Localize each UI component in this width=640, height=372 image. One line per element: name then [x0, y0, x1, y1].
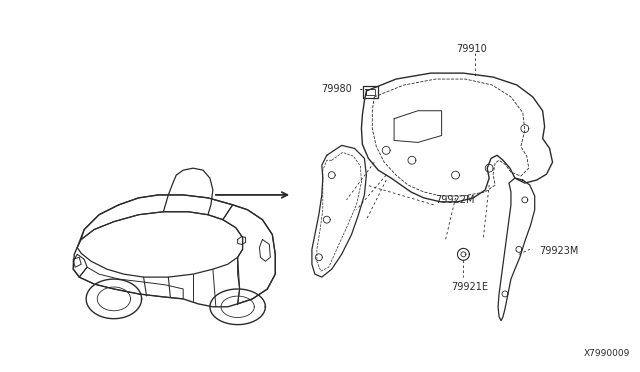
Text: 79910: 79910: [456, 44, 486, 54]
Text: 79980: 79980: [321, 84, 351, 94]
Text: X7990009: X7990009: [584, 349, 630, 358]
Text: 79923M: 79923M: [540, 246, 579, 256]
Text: 79922M: 79922M: [436, 195, 475, 205]
Text: 79921E: 79921E: [452, 282, 488, 292]
